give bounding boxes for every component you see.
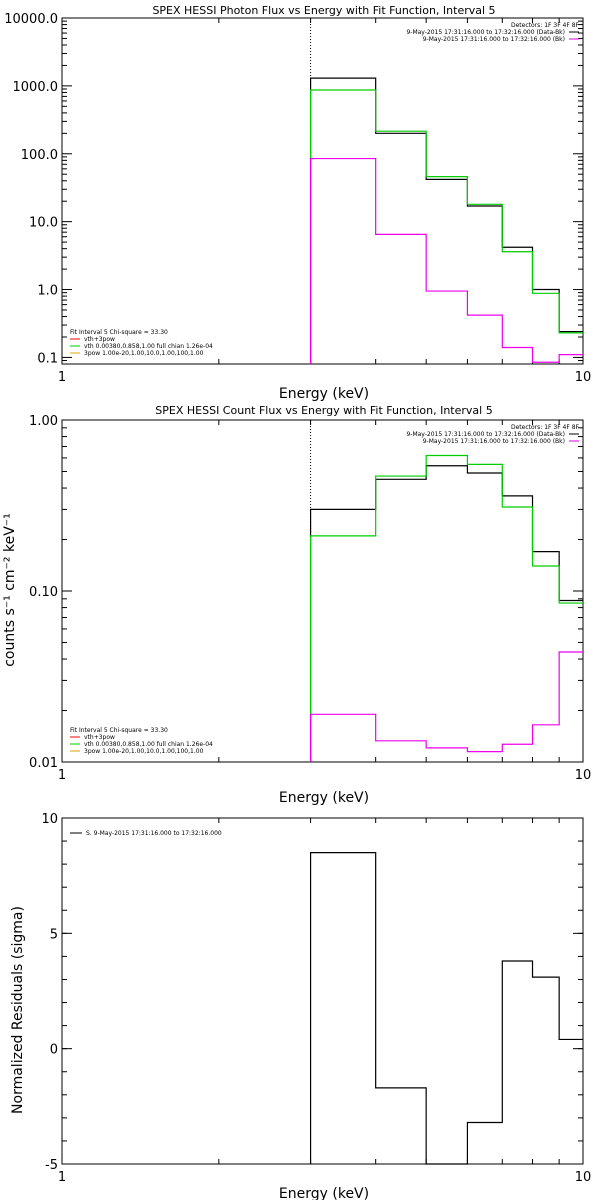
y-tick-label: 10.0 <box>29 216 58 231</box>
legend-entry: 9-May-2015 17:31:16.000 to 17:32:16.000 … <box>423 36 565 43</box>
count-flux-xlabel: Energy (keV) <box>279 790 369 806</box>
legend-entry: 9-May-2015 17:31:16.000 to 17:32:16.000 … <box>406 431 565 438</box>
legend-entry: S. 9-May-2015 17:31:16.000 to 17:32:16.0… <box>86 830 222 837</box>
legend-entry: 3pow 1.00e-20,1.00,10.0,1.00,100,1.00 <box>84 350 204 357</box>
series-line-0 <box>309 852 583 1165</box>
photon-flux-plot-frame <box>61 17 584 365</box>
series-line-0 <box>309 77 583 364</box>
count-flux-title: SPEX HESSI Count Flux vs Energy with Fit… <box>155 404 492 417</box>
series-line-2 <box>309 651 583 762</box>
series-line-1 <box>309 454 583 762</box>
y-tick-label: 0 <box>50 1043 58 1058</box>
photon-flux-panel: SPEX HESSI Photon Flux vs Energy with Fi… <box>4 4 591 402</box>
y-tick-label: 5 <box>50 927 58 942</box>
x-tick-label: 10 <box>575 1170 592 1185</box>
photon-flux-title: SPEX HESSI Photon Flux vs Energy with Fi… <box>152 4 495 17</box>
legend-entry: vth 0.00380,0.858,1.00 full chian 1.26e-… <box>84 343 213 350</box>
y-tick-label: 1.0 <box>37 284 58 299</box>
residuals-xlabel: Energy (keV) <box>279 1186 369 1200</box>
y-tick-label: 1000.0 <box>13 80 59 95</box>
count-flux-ylabel: counts s⁻¹ cm⁻² keV⁻¹ <box>2 513 18 667</box>
count-flux-panel: SPEX HESSI Count Flux vs Energy with Fit… <box>2 404 591 806</box>
y-tick-label: 0.1 <box>37 351 58 366</box>
x-tick-label: 1 <box>58 370 66 385</box>
x-tick-label: 1 <box>58 768 66 783</box>
legend-entry: 3pow 1.00e-20,1.00,10.0,1.00,100,1.00 <box>84 748 204 755</box>
x-tick-label: 10 <box>575 370 592 385</box>
series-line-1 <box>309 89 583 364</box>
y-tick-label: 0.01 <box>29 756 58 771</box>
y-tick-label: 1.00 <box>29 414 58 429</box>
y-tick-label: 10 <box>41 812 58 827</box>
x-tick-label: 10 <box>575 768 592 783</box>
series-line-0 <box>309 465 583 762</box>
residuals-panel: Energy (keV) Normalized Residuals (sigma… <box>10 812 591 1200</box>
legend-top-header: Detectors: 1F 3F 4F 8F <box>511 424 580 431</box>
legend-bottom-header: Fit Interval 5 Chi-square = 33.30 <box>70 727 168 734</box>
legend-bottom-header: Fit Interval 5 Chi-square = 33.30 <box>70 329 168 336</box>
residuals-plot-frame <box>61 817 584 1165</box>
residuals-ylabel: Normalized Residuals (sigma) <box>10 906 26 1114</box>
legend-entry: 9-May-2015 17:31:16.000 to 17:32:16.000 … <box>406 29 565 36</box>
y-tick-label: 100.0 <box>21 148 58 163</box>
legend-entry: vth+3pow <box>84 336 115 343</box>
legend-entry: vth 0.00380,0.858,1.00 full chian 1.26e-… <box>84 741 213 748</box>
legend-entry: vth+3pow <box>84 734 115 741</box>
x-tick-label: 1 <box>58 1170 66 1185</box>
legend-entry: 9-May-2015 17:31:16.000 to 17:32:16.000 … <box>423 438 565 445</box>
photon-flux-xlabel: Energy (keV) <box>279 386 369 402</box>
y-tick-label: -5 <box>45 1158 58 1173</box>
y-tick-label: 0.10 <box>29 585 58 600</box>
legend-top-header: Detectors: 1F 3F 4F 8F <box>511 22 580 29</box>
series-line-2 <box>309 157 583 364</box>
count-flux-plot-frame <box>61 419 584 763</box>
y-tick-label: 10000.0 <box>4 12 58 27</box>
